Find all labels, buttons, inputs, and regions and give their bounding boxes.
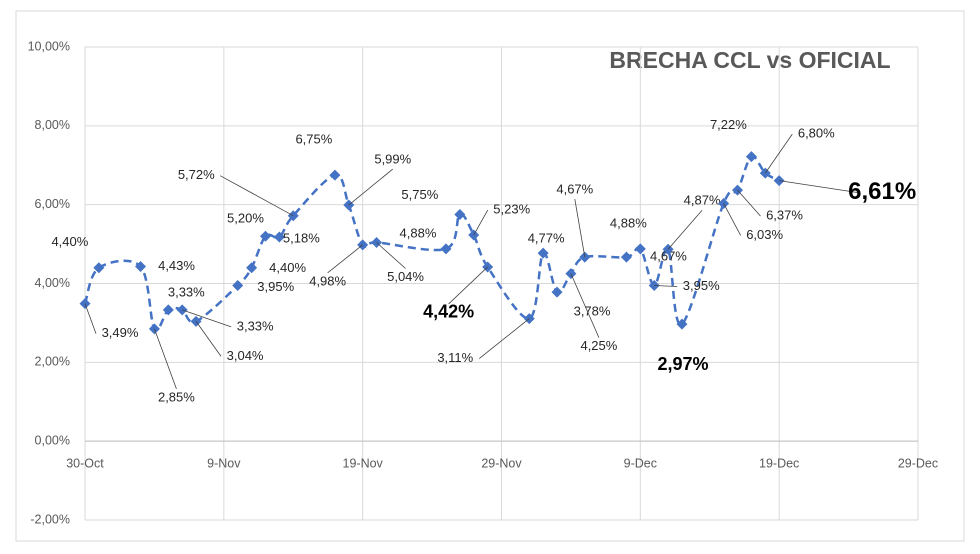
- data-label: 5,04%: [387, 269, 424, 284]
- leader-line: [667, 209, 703, 250]
- leader-line: [574, 199, 586, 258]
- leader-line: [195, 321, 222, 357]
- data-label: 4,98%: [309, 273, 346, 288]
- data-point: [454, 209, 466, 221]
- data-label: 4,43%: [158, 258, 195, 273]
- data-point: [745, 151, 757, 163]
- data-label: 6,37%: [766, 208, 803, 223]
- data-label: 3,04%: [227, 348, 264, 363]
- data-label: 3,33%: [237, 318, 274, 333]
- data-label: 4,40%: [269, 260, 306, 275]
- leader-line: [764, 133, 793, 174]
- data-point: [440, 243, 452, 255]
- data-point: [634, 243, 646, 255]
- data-label: 4,88%: [400, 225, 437, 240]
- leader-line: [723, 203, 741, 236]
- data-label: 5,18%: [283, 230, 320, 245]
- x-tick-label: 29-Nov: [481, 456, 522, 470]
- data-point: [676, 318, 688, 330]
- data-label: 3,49%: [102, 325, 139, 340]
- leader-line: [479, 318, 530, 359]
- data-label: 3,95%: [257, 279, 294, 294]
- x-tick-label: 9-Nov: [207, 456, 241, 470]
- data-label: 5,99%: [374, 151, 411, 166]
- data-label: 4,87%: [684, 193, 721, 208]
- data-point: [537, 247, 549, 259]
- data-point: [93, 262, 105, 274]
- data-label: 3,95%: [683, 278, 720, 293]
- leader-line: [154, 328, 177, 389]
- data-point: [273, 231, 285, 243]
- data-label: 3,11%: [437, 350, 473, 365]
- x-tick-label: 19-Dec: [759, 456, 799, 470]
- data-label: 7,22%: [710, 117, 747, 132]
- leader-line: [220, 175, 294, 217]
- leader-line: [84, 303, 97, 334]
- data-point: [232, 279, 244, 291]
- data-point: [551, 286, 563, 298]
- data-point: [329, 169, 341, 181]
- data-label: 6,61%: [848, 178, 916, 205]
- data-point: [246, 262, 258, 274]
- data-label: 4,67%: [650, 249, 687, 264]
- y-tick-label: 4,00%: [35, 276, 70, 290]
- y-tick-label: 6,00%: [35, 197, 70, 211]
- data-label: 4,42%: [423, 302, 474, 322]
- y-tick-label: 10,00%: [28, 39, 70, 53]
- data-label: 5,72%: [178, 167, 215, 182]
- x-tick-label: 9-Dec: [624, 456, 657, 470]
- data-label: 4,77%: [528, 231, 565, 246]
- leader-line: [570, 273, 600, 338]
- data-label: 4,67%: [556, 182, 593, 197]
- chart-border: [15, 10, 965, 542]
- y-tick-label: 0,00%: [35, 433, 70, 447]
- data-point: [259, 230, 271, 242]
- data-label: 2,85%: [158, 389, 195, 404]
- x-tick-label: 29-Dec: [898, 456, 938, 470]
- data-label: 4,25%: [580, 338, 617, 353]
- leader-line: [376, 242, 406, 269]
- y-tick-label: 2,00%: [35, 355, 70, 369]
- data-label: 6,75%: [295, 132, 332, 147]
- leader-line: [779, 180, 859, 194]
- leader-line: [448, 266, 488, 305]
- data-label: 3,33%: [168, 284, 205, 299]
- data-point: [162, 304, 174, 316]
- chart-title: BRECHA CCL vs OFICIAL: [609, 47, 890, 73]
- data-point: [620, 251, 632, 263]
- y-tick-label: 8,00%: [35, 118, 70, 132]
- leader-line: [473, 209, 489, 236]
- leader-line: [348, 168, 394, 206]
- x-tick-label: 30-Oct: [66, 456, 104, 470]
- data-label: 5,20%: [227, 211, 264, 226]
- y-tick-label: -2,00%: [30, 512, 70, 526]
- data-label: 6,80%: [798, 126, 835, 141]
- data-label: 6,03%: [746, 227, 783, 242]
- data-label: 5,75%: [401, 187, 438, 202]
- leader-line: [182, 309, 232, 328]
- data-point: [135, 261, 147, 273]
- leader-line: [654, 285, 678, 287]
- data-label: 5,23%: [493, 201, 530, 216]
- data-label: 4,88%: [610, 215, 647, 230]
- data-label: 4,40%: [51, 234, 88, 249]
- leader-line: [737, 189, 761, 217]
- leader-line: [327, 244, 363, 274]
- data-label: 2,97%: [657, 354, 708, 374]
- x-tick-label: 19-Nov: [343, 456, 384, 470]
- data-label: 3,78%: [574, 304, 611, 319]
